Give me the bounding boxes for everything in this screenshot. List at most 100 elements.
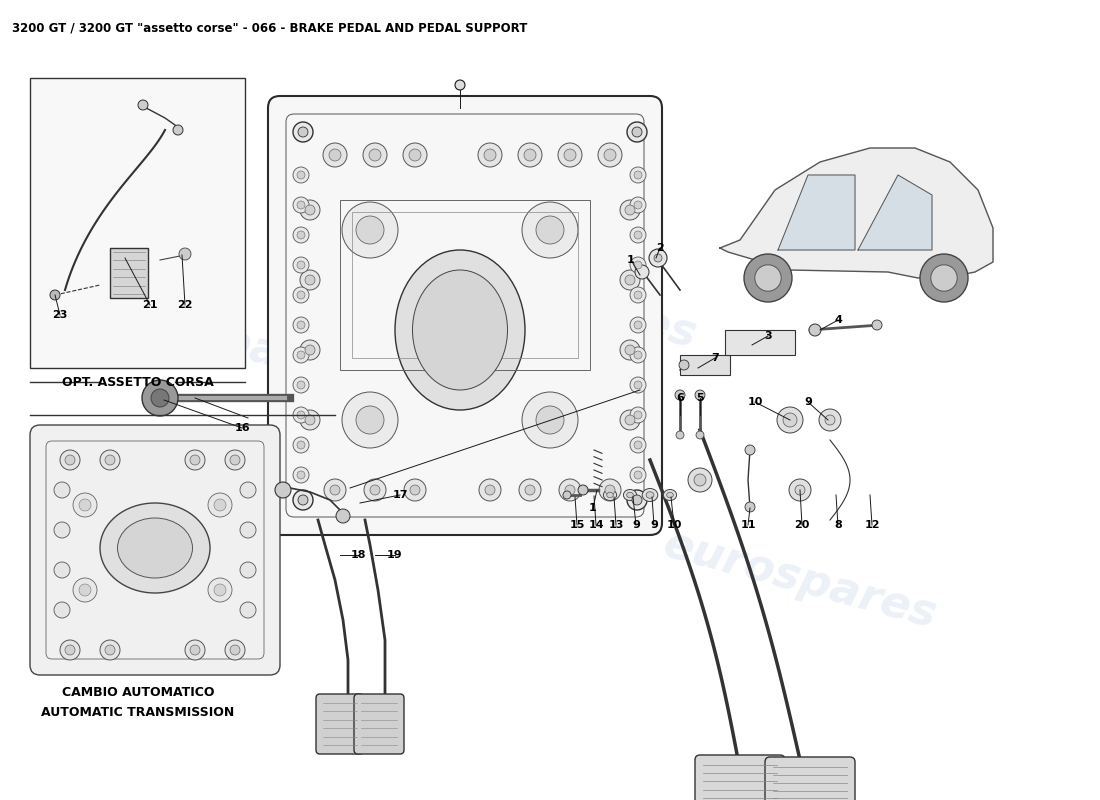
Circle shape — [630, 437, 646, 453]
Circle shape — [185, 640, 205, 660]
Circle shape — [79, 499, 91, 511]
Circle shape — [634, 321, 642, 329]
Ellipse shape — [627, 492, 634, 498]
Circle shape — [634, 231, 642, 239]
Circle shape — [293, 317, 309, 333]
Circle shape — [630, 287, 646, 303]
Text: 3200 GT / 3200 GT "assetto corse" - 066 - BRAKE PEDAL AND PEDAL SUPPORT: 3200 GT / 3200 GT "assetto corse" - 066 … — [12, 22, 527, 34]
Circle shape — [485, 485, 495, 495]
Circle shape — [620, 200, 640, 220]
Text: 4: 4 — [834, 315, 842, 325]
Circle shape — [625, 415, 635, 425]
FancyBboxPatch shape — [316, 694, 364, 754]
Ellipse shape — [607, 492, 614, 498]
Circle shape — [293, 407, 309, 423]
Circle shape — [151, 389, 169, 407]
Circle shape — [632, 127, 642, 137]
Circle shape — [694, 474, 706, 486]
Text: 5: 5 — [696, 393, 704, 403]
Circle shape — [625, 205, 635, 215]
Circle shape — [524, 149, 536, 161]
Circle shape — [60, 640, 80, 660]
Circle shape — [484, 149, 496, 161]
Circle shape — [634, 471, 642, 479]
Circle shape — [293, 257, 309, 273]
Circle shape — [300, 270, 320, 290]
Circle shape — [240, 562, 256, 578]
Circle shape — [297, 261, 305, 269]
Text: 10: 10 — [747, 397, 762, 407]
Bar — [340, 200, 590, 370]
Circle shape — [620, 410, 640, 430]
Circle shape — [356, 406, 384, 434]
Text: 20: 20 — [794, 520, 810, 530]
Text: 9: 9 — [650, 520, 658, 530]
Circle shape — [79, 584, 91, 596]
Text: 22: 22 — [177, 300, 192, 310]
Circle shape — [825, 415, 835, 425]
Circle shape — [297, 381, 305, 389]
Circle shape — [872, 320, 882, 330]
Text: 17: 17 — [393, 490, 408, 500]
Text: 21: 21 — [142, 300, 157, 310]
Circle shape — [559, 479, 581, 501]
Circle shape — [808, 324, 821, 336]
Circle shape — [300, 340, 320, 360]
Circle shape — [297, 171, 305, 179]
Circle shape — [536, 406, 564, 434]
Circle shape — [525, 485, 535, 495]
Circle shape — [777, 407, 803, 433]
Circle shape — [564, 149, 576, 161]
Circle shape — [100, 450, 120, 470]
Circle shape — [604, 149, 616, 161]
Ellipse shape — [624, 490, 637, 501]
FancyBboxPatch shape — [695, 755, 785, 800]
Ellipse shape — [646, 492, 653, 498]
Circle shape — [578, 485, 588, 495]
Circle shape — [558, 143, 582, 167]
Text: 9: 9 — [804, 397, 812, 407]
Circle shape — [293, 227, 309, 243]
Circle shape — [795, 485, 805, 495]
Circle shape — [630, 257, 646, 273]
Circle shape — [73, 578, 97, 602]
Text: 19: 19 — [387, 550, 403, 560]
Circle shape — [755, 265, 781, 291]
Bar — [725, 330, 795, 355]
Circle shape — [214, 584, 225, 596]
Circle shape — [403, 143, 427, 167]
Text: 7: 7 — [711, 353, 719, 363]
Circle shape — [654, 254, 662, 262]
Circle shape — [634, 351, 642, 359]
Text: 2: 2 — [656, 243, 664, 253]
Circle shape — [634, 261, 642, 269]
Circle shape — [305, 275, 315, 285]
Circle shape — [230, 645, 240, 655]
Circle shape — [605, 485, 615, 495]
Circle shape — [297, 201, 305, 209]
Circle shape — [649, 249, 667, 267]
Text: 1: 1 — [627, 255, 635, 265]
Circle shape — [630, 347, 646, 363]
Circle shape — [297, 321, 305, 329]
Text: 6: 6 — [676, 393, 684, 403]
Circle shape — [634, 171, 642, 179]
Circle shape — [293, 490, 314, 510]
Circle shape — [744, 254, 792, 302]
Circle shape — [305, 345, 315, 355]
Circle shape — [329, 149, 341, 161]
Circle shape — [297, 411, 305, 419]
Circle shape — [293, 377, 309, 393]
Circle shape — [931, 265, 957, 291]
Circle shape — [190, 455, 200, 465]
Circle shape — [305, 415, 315, 425]
Circle shape — [536, 216, 564, 244]
Ellipse shape — [395, 250, 525, 410]
Circle shape — [620, 340, 640, 360]
Text: eurospares: eurospares — [78, 283, 362, 397]
Circle shape — [54, 562, 70, 578]
Circle shape — [630, 197, 646, 213]
Circle shape — [478, 143, 502, 167]
Circle shape — [563, 491, 571, 499]
Circle shape — [226, 640, 245, 660]
